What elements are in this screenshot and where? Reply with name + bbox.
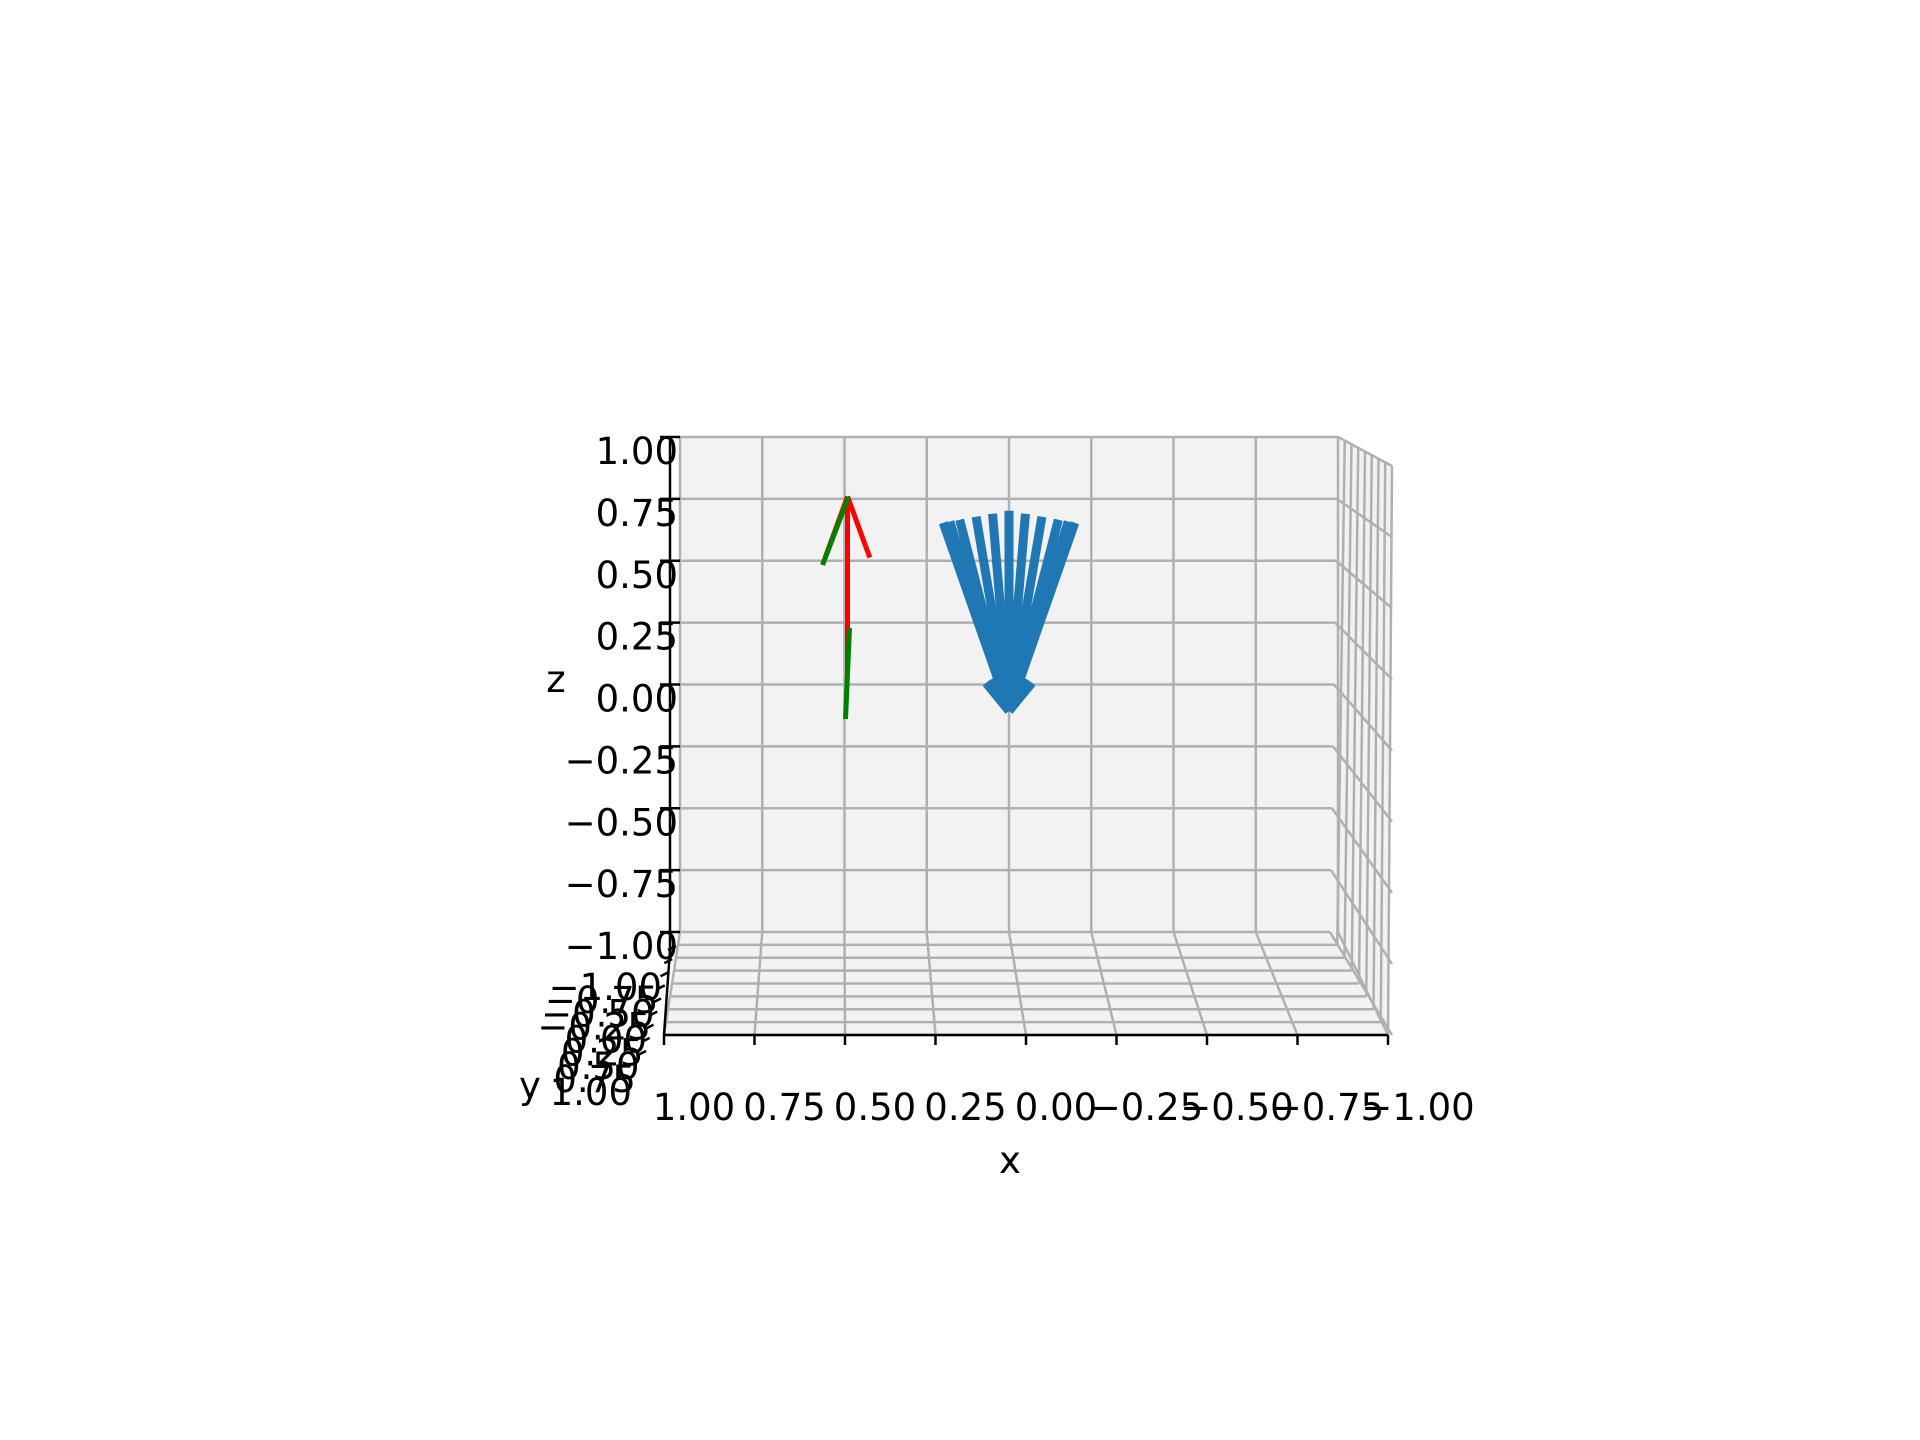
fan-arrow — [1004, 521, 1080, 713]
side-grid-line-y — [1386, 465, 1394, 1036]
x-tick-label: −0.50 — [1180, 1086, 1293, 1129]
y-tick-label: 0.50 — [557, 1045, 639, 1088]
side-grid-line-y — [1343, 444, 1353, 958]
y-tick — [644, 1023, 655, 1030]
x-tick-label: 0.75 — [743, 1086, 825, 1129]
green-arrow-head — [820, 496, 851, 566]
y-tick — [652, 997, 662, 1004]
z-axis-label: z — [546, 658, 565, 701]
x-tick-label: 0.50 — [834, 1086, 916, 1129]
fan-arrow-head — [1005, 680, 1036, 714]
x-tick-label: −0.25 — [1090, 1086, 1203, 1129]
tick-labels: 1.000.750.500.250.00−0.25−0.50−0.75−1.00… — [537, 430, 1474, 1129]
y-tick-label: −0.50 — [541, 992, 654, 1035]
x-tick-label: −1.00 — [1361, 1086, 1474, 1129]
y-axis-line — [662, 949, 672, 1036]
z-tick-label: 0.25 — [596, 616, 678, 659]
side-grid-line-y — [1379, 462, 1387, 1023]
side-grid-line-y — [1357, 451, 1367, 984]
z-tick-label: −0.50 — [565, 801, 678, 844]
y-tick — [659, 971, 670, 978]
x-tick-label: 0.00 — [1015, 1086, 1097, 1129]
y-tick — [667, 944, 677, 952]
y-tick-label: −0.75 — [545, 979, 658, 1022]
z-tick-label: −0.25 — [565, 739, 678, 782]
side-grid-line-y — [1372, 458, 1380, 1010]
y-tick — [637, 1049, 647, 1057]
y-tick — [656, 984, 666, 991]
y-tick-label: −1.00 — [549, 966, 662, 1009]
z-tick-label: 0.00 — [596, 678, 678, 721]
quiver-arrows — [820, 495, 1080, 720]
grid-lines — [662, 435, 1394, 1037]
x-tick-label: −0.75 — [1271, 1086, 1384, 1129]
y-tick-label: 1.00 — [550, 1071, 632, 1114]
x-tick-label: 0.25 — [924, 1086, 1006, 1129]
z-tick-label: −0.75 — [565, 863, 678, 906]
y-axis-label: y — [519, 1064, 541, 1107]
side-grid-line-y — [1365, 455, 1373, 997]
side-grid-line-y — [1350, 447, 1360, 971]
axes — [637, 435, 1390, 1057]
green-arrow — [843, 627, 852, 720]
z-tick-label: 0.75 — [596, 492, 678, 535]
x-axis-label: x — [999, 1139, 1021, 1182]
z-tick-label: 1.00 — [596, 430, 678, 473]
y-tick-label: 0.00 — [565, 1019, 647, 1062]
z-tick-label: 0.50 — [596, 554, 678, 597]
side-grid-line-y — [1336, 440, 1346, 945]
red-arrow-head — [845, 495, 873, 559]
z-tick-label: −1.00 — [565, 925, 678, 968]
y-tick — [648, 1010, 658, 1017]
y-tick-label: 0.75 — [553, 1058, 635, 1101]
y-tick — [663, 958, 673, 965]
x-tick-label: 1.00 — [653, 1086, 735, 1129]
y-tick-label: −0.25 — [537, 1005, 650, 1048]
y-tick-label: 0.25 — [561, 1032, 643, 1075]
y-tick — [641, 1036, 651, 1043]
